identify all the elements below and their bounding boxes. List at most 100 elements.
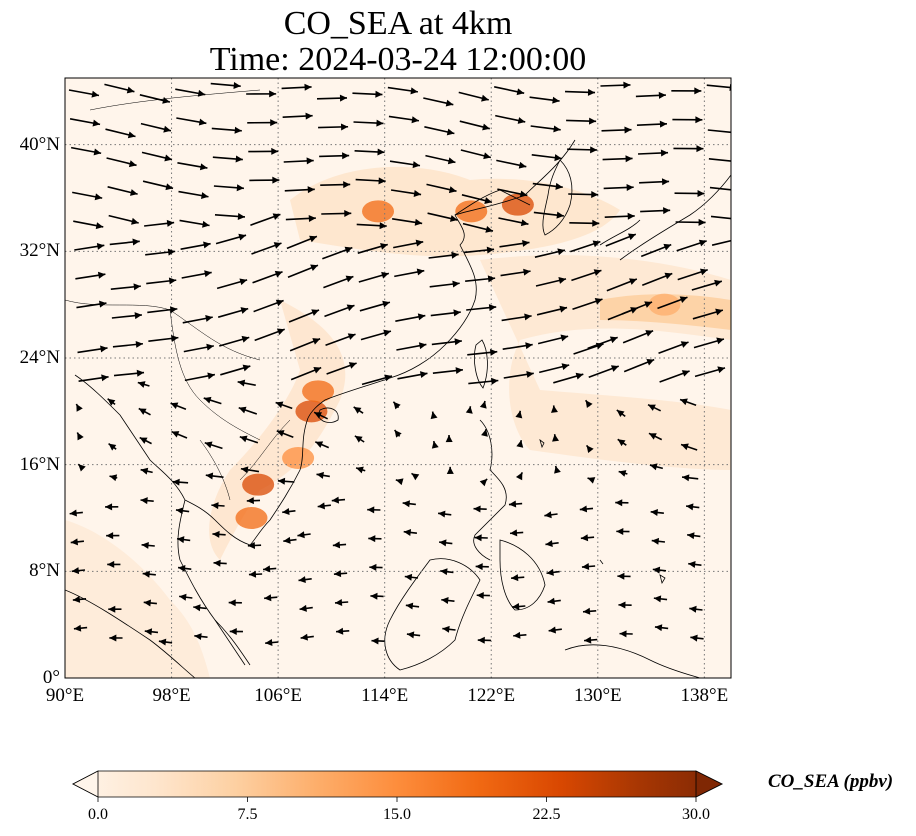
- wind-vector-head: [204, 441, 213, 449]
- wind-vector-head: [136, 369, 145, 377]
- wind-vector-head: [697, 190, 705, 198]
- wind-vector-head: [650, 509, 658, 517]
- wind-vector-head: [77, 432, 84, 441]
- wind-vector-head: [546, 568, 554, 576]
- wind-vector-head: [652, 566, 661, 574]
- wind-vector-head: [275, 401, 284, 409]
- wind-vector-head: [237, 379, 246, 387]
- wind-vector-head: [368, 535, 376, 543]
- wind-vector-head: [402, 500, 410, 508]
- wind-vector-head: [339, 94, 348, 102]
- wind-vector-head: [658, 91, 666, 99]
- colorbar-tick-label: 7.5: [237, 806, 258, 823]
- wind-vectors: [68, 81, 740, 647]
- wind-vector-head: [453, 309, 461, 317]
- wind-vector: [707, 129, 731, 134]
- wind-vector-head: [431, 441, 439, 449]
- wind-vector-head: [627, 233, 636, 241]
- wind-vector-head: [695, 116, 703, 124]
- wind-vector-head: [229, 628, 237, 636]
- wind-vector-head: [300, 633, 308, 641]
- wind-vector-head: [617, 439, 626, 447]
- wind-vector-head: [415, 239, 424, 247]
- wind-vector-head: [299, 604, 307, 612]
- wind-vector-head: [441, 597, 449, 604]
- wind-vector-head: [105, 503, 113, 511]
- wind-vector-head: [107, 560, 115, 568]
- wind-vector-head: [135, 340, 143, 348]
- wind-vector-head: [354, 435, 363, 443]
- wind-vector-head: [552, 434, 560, 442]
- wind-vector-head: [379, 222, 387, 230]
- wind-vector-head: [548, 626, 557, 634]
- wind-vector-head: [313, 366, 322, 374]
- co-plume: [242, 473, 275, 496]
- wind-vector-head: [202, 220, 210, 228]
- wind-vector-head: [276, 430, 285, 437]
- wind-vector-head: [239, 278, 248, 286]
- map-frame: [64, 77, 732, 679]
- wind-vector-head: [371, 637, 379, 645]
- wind-vector-head: [699, 268, 708, 276]
- wind-vector-head: [204, 270, 212, 278]
- wind-vector-head: [483, 152, 491, 160]
- wind-vector-head: [682, 474, 690, 482]
- wind-vector-head: [144, 628, 153, 636]
- wind-vector-head: [109, 634, 117, 642]
- wind-vector-head: [479, 478, 488, 487]
- wind-vector-head: [304, 83, 312, 91]
- wind-vector-head: [594, 298, 603, 305]
- wind-vector-head: [585, 400, 593, 408]
- wind-vector-head: [479, 400, 487, 409]
- wind-vector-head: [519, 190, 528, 198]
- wind-vector-head: [395, 478, 404, 486]
- wind-vector-head: [356, 466, 364, 474]
- wind-vector-head: [340, 123, 349, 131]
- wind-vector-head: [384, 374, 393, 382]
- wind-vector-head: [129, 189, 138, 196]
- wind-vector-head: [242, 364, 251, 372]
- wind-vector-head: [446, 466, 454, 474]
- wind-vector: [711, 239, 731, 246]
- wind-vector-head: [305, 112, 313, 120]
- wind-vector-head: [449, 215, 458, 222]
- wind-vector-head: [334, 598, 343, 606]
- y-tick-label: 16°N: [19, 453, 60, 475]
- wind-vector-head: [270, 119, 278, 127]
- wind-vector-head: [413, 190, 422, 197]
- wind-vector-head: [73, 624, 82, 632]
- wind-vector-head: [481, 94, 489, 102]
- wind-vector-head: [491, 377, 499, 385]
- wind-vector-head: [593, 269, 602, 276]
- wind-vector-head: [417, 313, 426, 321]
- wind-vector-head: [108, 443, 117, 451]
- colorbar-tick-label: 15.0: [383, 806, 411, 823]
- wind-vector-head: [439, 539, 447, 547]
- wind-vector-head: [489, 348, 498, 356]
- wind-vector-head: [138, 408, 147, 415]
- wind-vector-head: [481, 429, 488, 437]
- colorbar-under-arrow: [72, 770, 99, 798]
- wind-vector-head: [134, 312, 142, 320]
- wind-vector-head: [107, 398, 116, 406]
- wind-vector-head: [694, 87, 702, 95]
- wind-vector-head: [158, 638, 167, 646]
- wind-vector-head: [733, 187, 740, 194]
- wind-vector-head: [580, 534, 589, 542]
- wind-vector-head: [369, 563, 377, 571]
- wind-vector-head: [653, 595, 662, 603]
- wind-vector-head: [654, 624, 663, 632]
- wind-vector-head: [554, 154, 562, 162]
- wind-vector-head: [586, 445, 594, 454]
- wind-vector-head: [238, 233, 247, 241]
- wind-vector-head: [344, 209, 352, 217]
- wind-vector-head: [513, 631, 521, 639]
- wind-vector-head: [317, 502, 326, 510]
- wind-vector-head: [696, 145, 704, 153]
- wind-vector-head: [416, 268, 425, 276]
- wind-vector-head: [162, 96, 170, 104]
- wind-vector-head: [445, 99, 454, 107]
- wind-vector-head: [649, 463, 658, 471]
- wind-vector-head: [419, 371, 428, 379]
- x-tick-label: 138°E: [680, 685, 729, 706]
